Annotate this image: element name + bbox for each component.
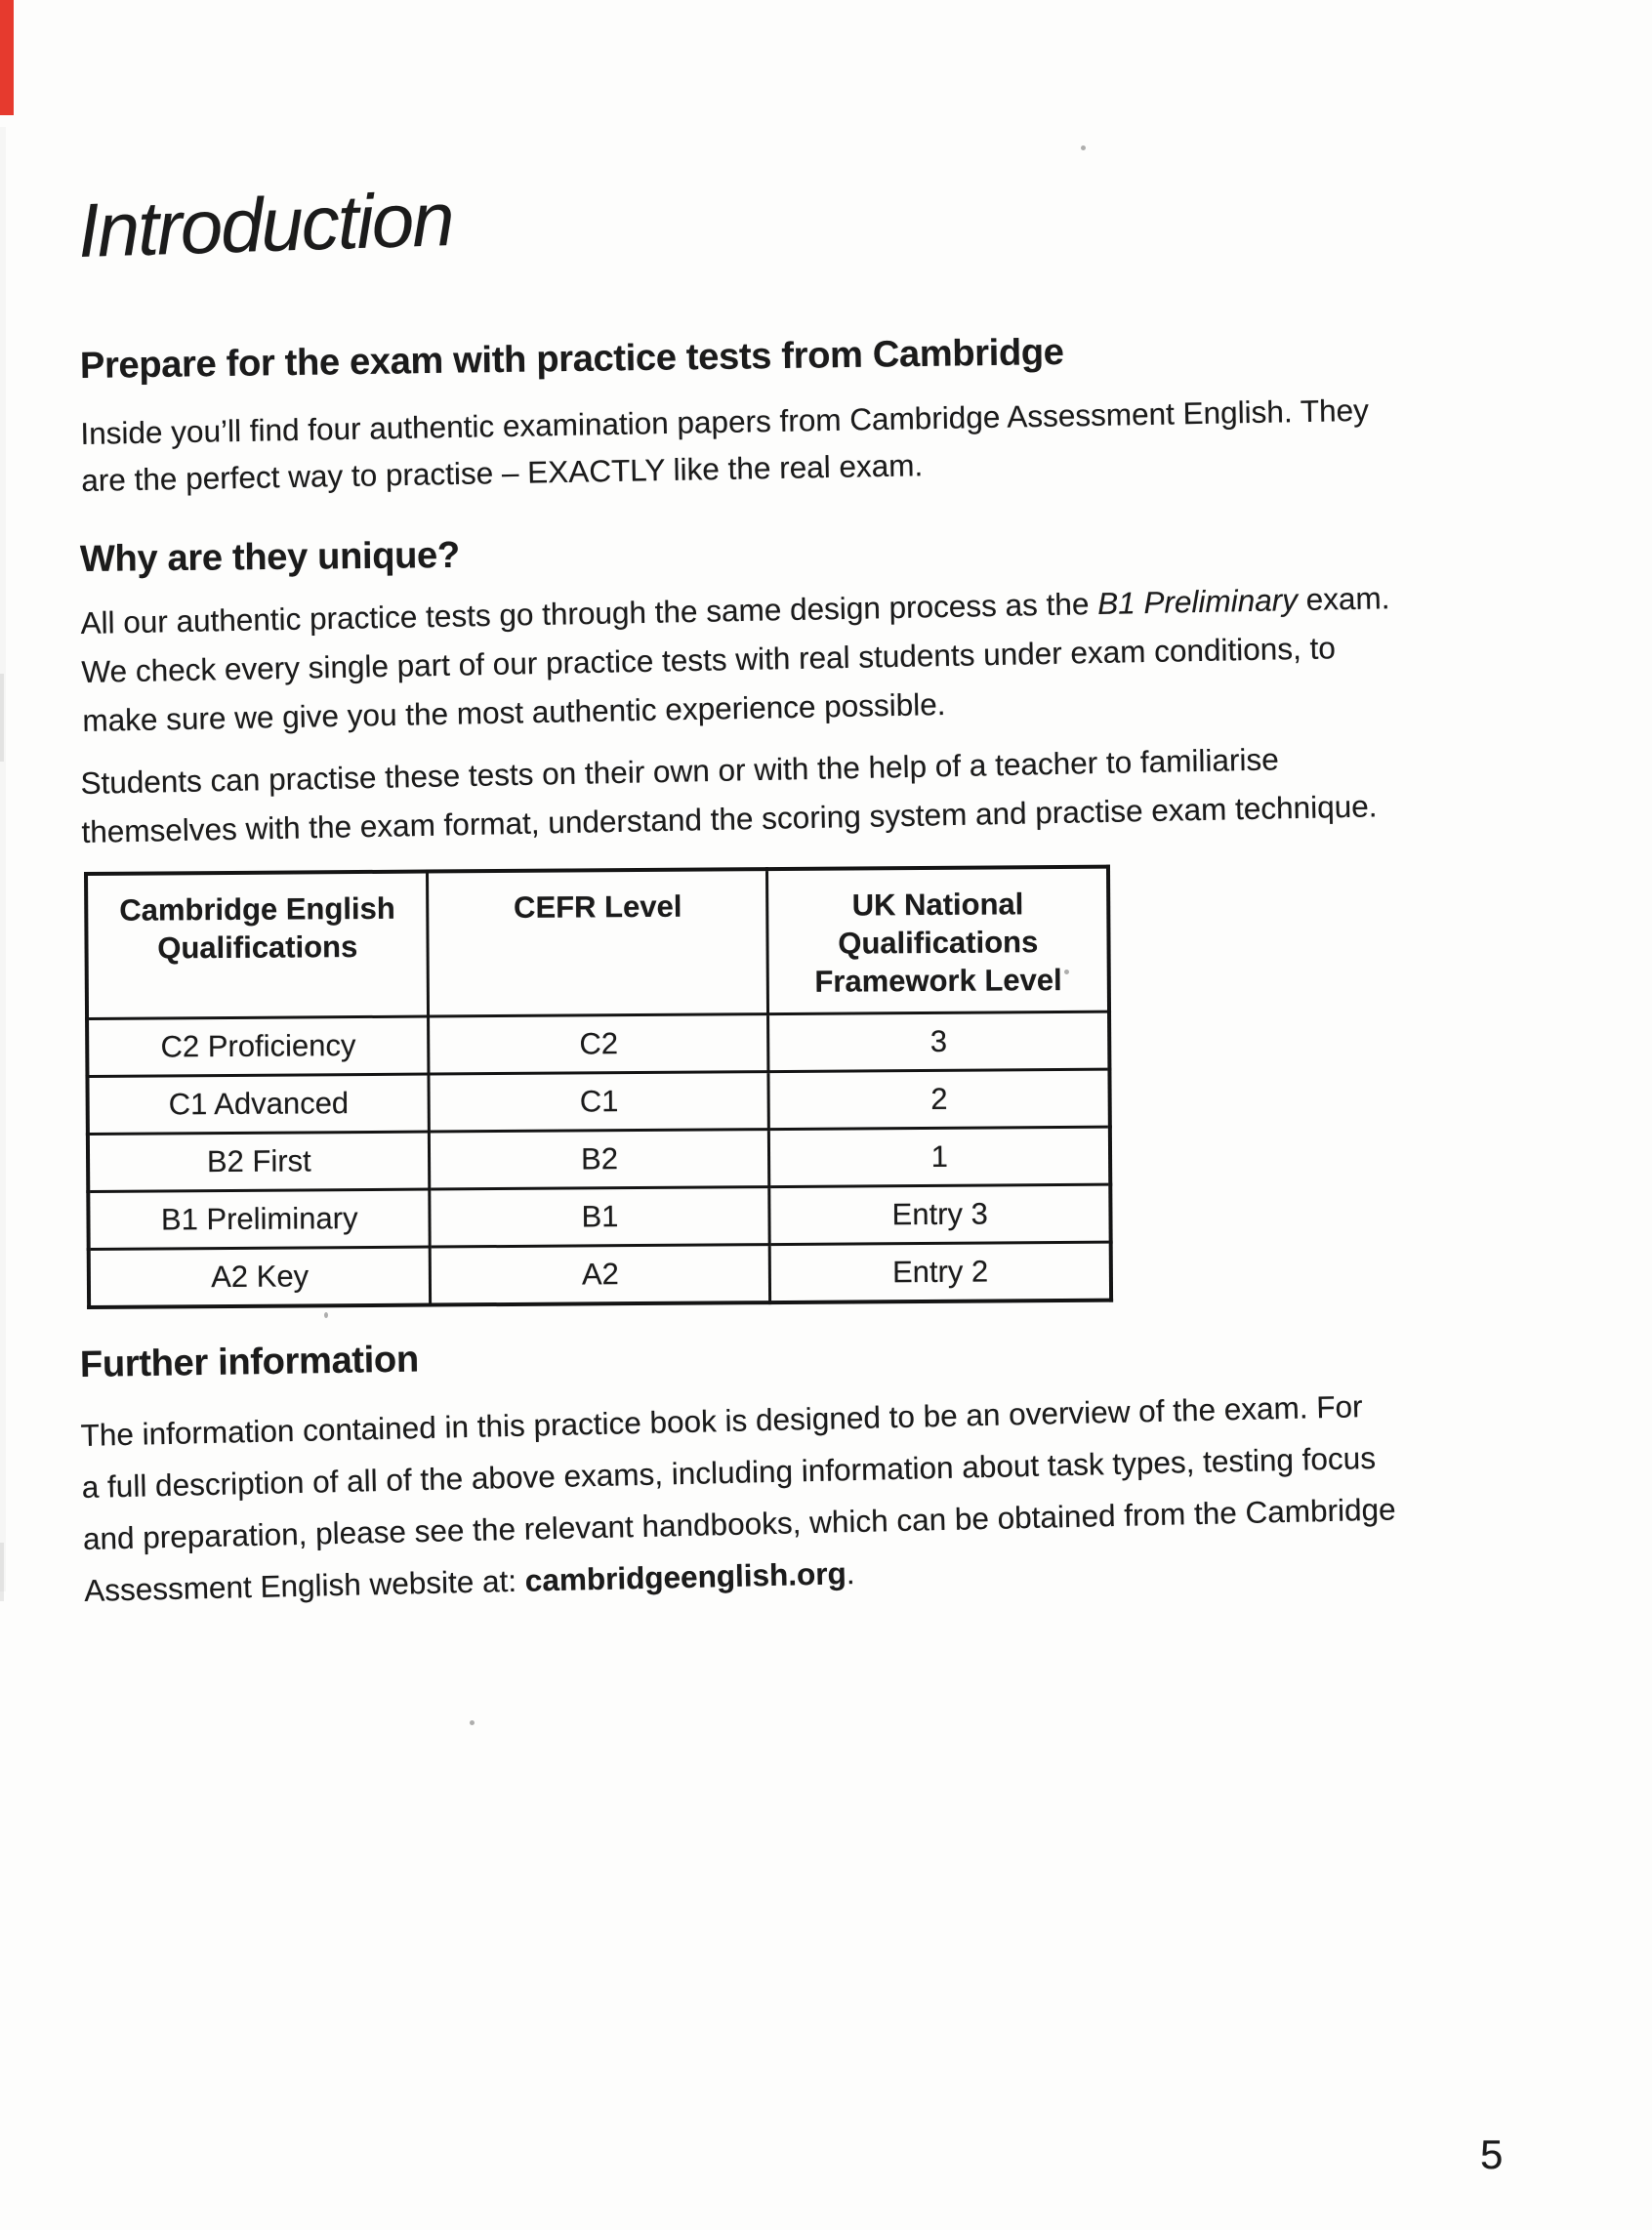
text-segment: . — [846, 1555, 855, 1591]
text-segment-italic: B1 Preliminary — [1096, 582, 1299, 621]
scan-speck — [1064, 970, 1069, 974]
table-cell: 3 — [768, 1012, 1110, 1072]
page-title: Introduction — [76, 175, 454, 273]
qualifications-table: Cambridge English Qualifications CEFR Le… — [84, 864, 1114, 1309]
scan-edge-mark — [0, 1543, 4, 1601]
text-segment: are the perfect way to practise – EXACTL… — [80, 447, 924, 498]
table-cell: A2 — [430, 1244, 771, 1305]
table-row: B1 Preliminary B1 Entry 3 — [88, 1184, 1111, 1250]
table-header-row: Cambridge English Qualifications CEFR Le… — [86, 866, 1110, 1019]
text-segment-bold-website: cambridgeenglish.org — [524, 1555, 847, 1598]
paragraph-design-process: All our authentic practice tests go thro… — [80, 573, 1392, 745]
scan-speck — [1081, 145, 1086, 150]
table-cell: B2 — [429, 1129, 770, 1190]
text-segment: exam. — [1297, 580, 1390, 618]
paragraph-intro: Inside you’ll find four authentic examin… — [80, 387, 1370, 504]
scan-edge-shading — [0, 127, 6, 1591]
table-cell: C1 Advanced — [87, 1074, 430, 1135]
table-row: C2 Proficiency C2 3 — [87, 1012, 1110, 1077]
table-header-cell: CEFR Level — [427, 869, 769, 1017]
table-cell: C2 Proficiency — [87, 1016, 430, 1077]
section-heading-why-unique: Why are they unique? — [79, 534, 461, 580]
text-segment: Assessment English website at: — [83, 1562, 526, 1608]
table-cell: Entry 2 — [769, 1242, 1112, 1303]
paragraph-further-information: The information contained in this practi… — [80, 1380, 1397, 1616]
table-cell: 2 — [768, 1069, 1110, 1130]
scan-speck — [470, 1720, 475, 1725]
page-number: 5 — [1480, 2131, 1504, 2177]
table-cell: C2 — [429, 1013, 769, 1075]
table-cell: C1 — [429, 1071, 769, 1133]
table-cell: B1 — [430, 1186, 770, 1248]
section-heading-prepare: Prepare for the exam with practice tests… — [79, 331, 1064, 387]
scan-speck — [324, 1312, 328, 1318]
table-cell: A2 Key — [88, 1247, 432, 1307]
table-cell: B1 Preliminary — [88, 1189, 431, 1250]
section-heading-further-information: Further information — [79, 1339, 420, 1385]
red-edge-strip-artifact — [0, 0, 14, 115]
table-row: A2 Key A2 Entry 2 — [88, 1242, 1112, 1307]
table-cell: 1 — [768, 1127, 1111, 1187]
scan-edge-mark — [0, 674, 4, 762]
text-segment: make sure we give you the most authentic… — [82, 686, 946, 738]
table-row: C1 Advanced C1 2 — [87, 1069, 1110, 1135]
paragraph-students-practise: Students can practise these tests on the… — [80, 732, 1378, 856]
table-row: B2 First B2 1 — [87, 1127, 1111, 1192]
table-cell: Entry 3 — [769, 1184, 1111, 1245]
table-cell: B2 First — [87, 1132, 431, 1192]
table-header-cell: Cambridge English Qualifications — [86, 871, 430, 1019]
table-header-cell: UK National Qualifications Framework Lev… — [766, 866, 1110, 1014]
